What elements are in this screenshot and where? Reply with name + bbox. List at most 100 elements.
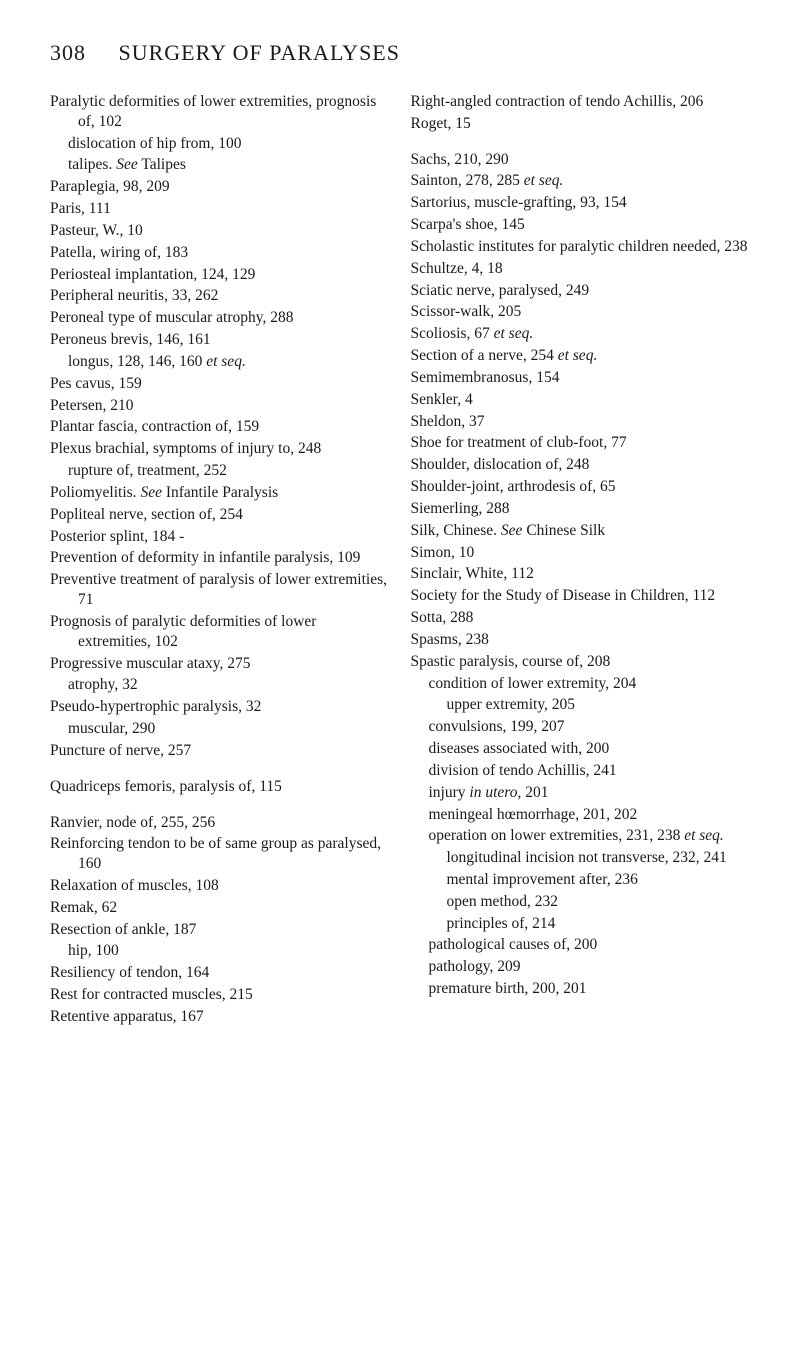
index-columns: Paralytic deformities of lower extremiti… bbox=[50, 92, 751, 1029]
index-entry: Scarpa's shoe, 145 bbox=[411, 215, 752, 235]
index-entry: Scoliosis, 67 et seq. bbox=[411, 324, 752, 344]
index-entry: Sheldon, 37 bbox=[411, 412, 752, 432]
index-entry: Periosteal implantation, 124, 129 bbox=[50, 265, 391, 285]
index-entry: Peroneal type of muscular atrophy, 288 bbox=[50, 308, 391, 328]
index-entry: Pes cavus, 159 bbox=[50, 374, 391, 394]
index-entry: Schultze, 4, 18 bbox=[411, 259, 752, 279]
index-entry: Rest for contracted muscles, 215 bbox=[50, 985, 391, 1005]
index-subsubentry: upper extremity, 205 bbox=[411, 695, 752, 715]
index-subentry: convulsions, 199, 207 bbox=[411, 717, 752, 737]
index-subentry: operation on lower extremities, 231, 238… bbox=[411, 826, 752, 846]
index-entry: Shoulder, dislocation of, 248 bbox=[411, 455, 752, 475]
entry-text: injury bbox=[429, 784, 470, 801]
et-seq: et seq. bbox=[524, 172, 564, 189]
entry-text: , 201 bbox=[517, 784, 548, 801]
index-entry: Resection of ankle, 187 bbox=[50, 920, 391, 940]
index-entry: Sciatic nerve, paralysed, 249 bbox=[411, 281, 752, 301]
index-subentry: hip, 100 bbox=[50, 941, 391, 961]
index-entry: Prognosis of paralytic deformities of lo… bbox=[50, 612, 391, 652]
see-ref: See bbox=[116, 156, 138, 173]
index-entry: Sotta, 288 bbox=[411, 608, 752, 628]
section-gap bbox=[50, 763, 391, 777]
page-number: 308 bbox=[50, 40, 86, 66]
entry-text: Poliomyelitis. bbox=[50, 484, 140, 501]
index-entry: Petersen, 210 bbox=[50, 396, 391, 416]
page-header: 308 SURGERY OF PARALYSES bbox=[50, 40, 751, 66]
index-subentry: dislocation of hip from, 100 bbox=[50, 134, 391, 154]
index-subentry: division of tendo Achillis, 241 bbox=[411, 761, 752, 781]
see-ref: See bbox=[140, 484, 162, 501]
index-entry: Silk, Chinese. See Chinese Silk bbox=[411, 521, 752, 541]
index-entry: Society for the Study of Disease in Chil… bbox=[411, 586, 752, 606]
index-entry: Sachs, 210, 290 bbox=[411, 150, 752, 170]
entry-text: Scoliosis, 67 bbox=[411, 325, 494, 342]
index-entry: Popliteal nerve, section of, 254 bbox=[50, 505, 391, 525]
index-page: 308 SURGERY OF PARALYSES Paralytic defor… bbox=[0, 0, 801, 1089]
right-column: Right-angled contraction of tendo Achill… bbox=[411, 92, 752, 1029]
index-entry: Preventive treatment of paralysis of low… bbox=[50, 570, 391, 610]
index-entry: Ranvier, node of, 255, 256 bbox=[50, 813, 391, 833]
index-subentry: talipes. See Talipes bbox=[50, 155, 391, 175]
index-subentry: premature birth, 200, 201 bbox=[411, 979, 752, 999]
index-subentry: condition of lower extremity, 204 bbox=[411, 674, 752, 694]
index-entry: Spasms, 238 bbox=[411, 630, 752, 650]
index-subentry: pathological causes of, 200 bbox=[411, 935, 752, 955]
index-subsubentry: open method, 232 bbox=[411, 892, 752, 912]
index-entry: Peripheral neuritis, 33, 262 bbox=[50, 286, 391, 306]
entry-text: Chinese Silk bbox=[522, 522, 605, 539]
index-subentry: pathology, 209 bbox=[411, 957, 752, 977]
index-entry: Simon, 10 bbox=[411, 543, 752, 563]
index-entry: Senkler, 4 bbox=[411, 390, 752, 410]
index-entry: Sartorius, muscle-grafting, 93, 154 bbox=[411, 193, 752, 213]
index-subentry: injury in utero, 201 bbox=[411, 783, 752, 803]
index-entry: Shoulder-joint, arthrodesis of, 65 bbox=[411, 477, 752, 497]
section-gap bbox=[50, 799, 391, 813]
entry-text: Silk, Chinese. bbox=[411, 522, 501, 539]
index-entry: Siemerling, 288 bbox=[411, 499, 752, 519]
index-entry: Sinclair, White, 112 bbox=[411, 564, 752, 584]
index-entry: Puncture of nerve, 257 bbox=[50, 741, 391, 761]
index-subentry: meningeal hœmorrhage, 201, 202 bbox=[411, 805, 752, 825]
index-entry: Right-angled contraction of tendo Achill… bbox=[411, 92, 752, 112]
et-seq: et seq. bbox=[684, 827, 724, 844]
index-entry: Plexus brachial, symptoms of injury to, … bbox=[50, 439, 391, 459]
index-subsubentry: mental improvement after, 236 bbox=[411, 870, 752, 890]
index-entry: Reinforcing tendon to be of same group a… bbox=[50, 834, 391, 874]
left-column: Paralytic deformities of lower extremiti… bbox=[50, 92, 391, 1029]
index-entry: Resiliency of tendon, 164 bbox=[50, 963, 391, 983]
index-entry: Scholastic institutes for paralytic chil… bbox=[411, 237, 752, 257]
page-title: SURGERY OF PARALYSES bbox=[119, 40, 400, 65]
index-entry: Remak, 62 bbox=[50, 898, 391, 918]
index-entry: Section of a nerve, 254 et seq. bbox=[411, 346, 752, 366]
entry-text: operation on lower extremities, 231, 238 bbox=[429, 827, 685, 844]
index-subentry: muscular, 290 bbox=[50, 719, 391, 739]
entry-text: longus, 128, 146, 160 bbox=[68, 353, 206, 370]
index-entry: Plantar fascia, contraction of, 159 bbox=[50, 417, 391, 437]
index-entry: Roget, 15 bbox=[411, 114, 752, 134]
index-entry: Prevention of deformity in infantile par… bbox=[50, 548, 391, 568]
index-entry: Paralytic deformities of lower extremiti… bbox=[50, 92, 391, 132]
index-entry: Scissor-walk, 205 bbox=[411, 302, 752, 322]
entry-text: Talipes bbox=[138, 156, 186, 173]
index-entry: Paraplegia, 98, 209 bbox=[50, 177, 391, 197]
entry-text: Section of a nerve, 254 bbox=[411, 347, 558, 364]
et-seq: et seq. bbox=[494, 325, 534, 342]
index-entry: Retentive apparatus, 167 bbox=[50, 1007, 391, 1027]
index-subentry: rupture of, treatment, 252 bbox=[50, 461, 391, 481]
index-subentry: longus, 128, 146, 160 et seq. bbox=[50, 352, 391, 372]
index-entry: Semimembranosus, 154 bbox=[411, 368, 752, 388]
index-entry: Paris, 111 bbox=[50, 199, 391, 219]
et-seq: et seq. bbox=[558, 347, 598, 364]
index-entry: Shoe for treatment of club-foot, 77 bbox=[411, 433, 752, 453]
index-subentry: atrophy, 32 bbox=[50, 675, 391, 695]
see-ref: See bbox=[501, 522, 523, 539]
index-subentry: diseases associated with, 200 bbox=[411, 739, 752, 759]
index-entry: Progressive muscular ataxy, 275 bbox=[50, 654, 391, 674]
index-entry: Pseudo-hypertrophic paralysis, 32 bbox=[50, 697, 391, 717]
index-subsubentry: longitudinal incision not transverse, 23… bbox=[411, 848, 752, 868]
index-entry: Posterior splint, 184 - bbox=[50, 527, 391, 547]
et-seq: et seq. bbox=[206, 353, 246, 370]
index-entry: Spastic paralysis, course of, 208 bbox=[411, 652, 752, 672]
entry-text: Infantile Paralysis bbox=[162, 484, 278, 501]
index-entry: Quadriceps femoris, paralysis of, 115 bbox=[50, 777, 391, 797]
